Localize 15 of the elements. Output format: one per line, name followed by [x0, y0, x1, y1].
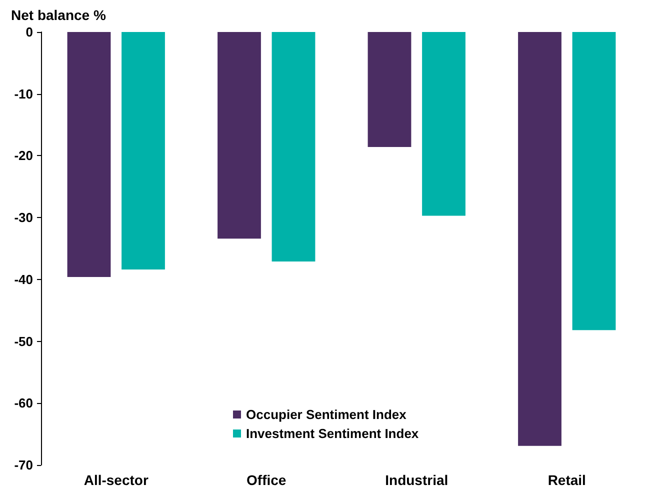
y-tick-label: -30 [14, 210, 33, 226]
x-tick-label: Retail [548, 472, 586, 488]
y-tick-label: -50 [14, 334, 33, 349]
x-tick-label: Industrial [385, 472, 448, 488]
y-tick-label: -10 [14, 86, 33, 102]
y-tick-label: -60 [14, 396, 33, 411]
y-tick-label: -40 [14, 272, 33, 287]
y-axis-title: Net balance % [11, 7, 106, 23]
y-tick-label: 0 [26, 24, 33, 40]
y-tick-label: -20 [14, 148, 33, 164]
legend-label: Investment Sentiment Index [246, 426, 420, 441]
legend-label: Occupier Sentiment Index [246, 407, 408, 422]
x-tick-label: All-sector [84, 472, 149, 488]
x-tick-label: Office [246, 472, 286, 488]
y-tick-label: -70 [14, 458, 33, 472]
